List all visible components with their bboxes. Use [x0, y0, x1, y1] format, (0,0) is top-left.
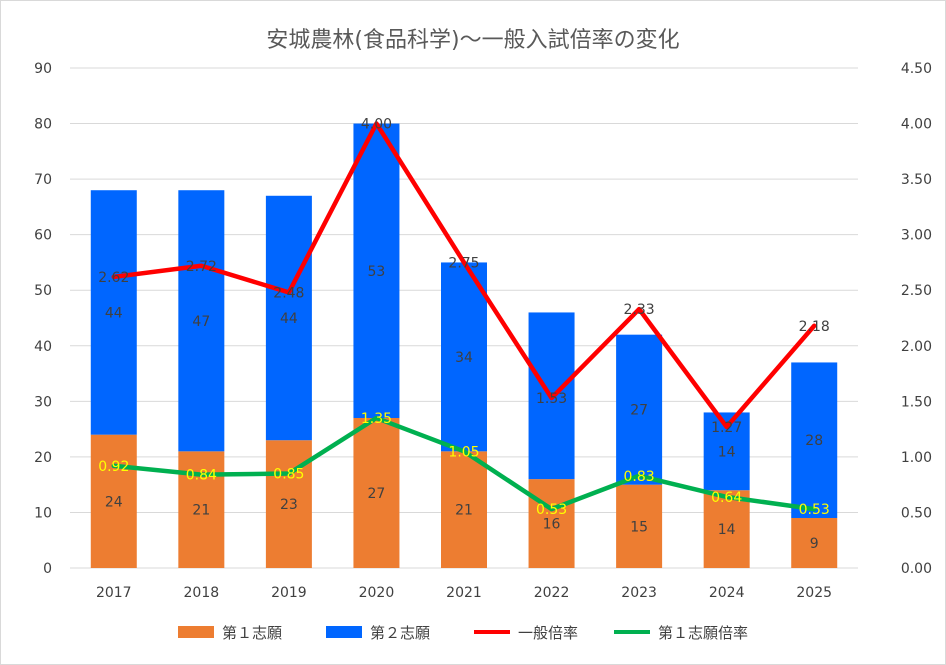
bar-label-second: 14: [718, 444, 736, 460]
x-tick-label: 2024: [709, 585, 745, 601]
x-tick-label: 2017: [96, 585, 132, 601]
x-tick-label: 2020: [359, 585, 395, 601]
y-tick-label: 30: [34, 394, 52, 410]
bar-label-second: 28: [805, 433, 823, 449]
bar-label-second: 27: [630, 403, 648, 419]
y-tick-label: 70: [34, 172, 52, 188]
y2-tick-label: 1.00: [901, 450, 932, 466]
legend-label-first-choice: 第１志願: [222, 624, 282, 642]
bar-label-second: 47: [192, 314, 210, 330]
line-label-general: 1.53: [536, 391, 567, 407]
y2-tick-label: 3.00: [901, 228, 932, 244]
x-tick-label: 2019: [271, 585, 307, 601]
bar-second-choice: [441, 262, 487, 452]
y-axis-right: 0.00 0.50 1.00 1.50 2.00 2.50 3.00 3.50 4.00 4.50: [901, 61, 932, 577]
bar-first-choice: [353, 418, 400, 568]
bar-label-second: 44: [280, 311, 298, 327]
bar-label-first: 21: [455, 503, 473, 519]
y-tick-label: 10: [34, 505, 52, 521]
bar-label-second: 34: [455, 350, 473, 366]
line-label-general: 2.18: [799, 319, 830, 335]
y-tick-label: 80: [34, 117, 52, 133]
bar-first-choice: [441, 451, 487, 568]
y-axis-left: 0 10 20 30 40 50 60 70 80 90: [34, 61, 52, 577]
bar-first-choice: [791, 518, 838, 568]
line-labels: 2.62 2.72 2.48 4.00 2.75 1.53 2.33 1.27 2.18 0.92…: [98, 117, 830, 519]
x-tick-label: 2022: [534, 585, 570, 601]
bar-label-first: 14: [718, 522, 736, 538]
line-label-first-ratio: 0.53: [536, 502, 567, 518]
y2-tick-label: 1.50: [901, 394, 932, 410]
line-label-first-ratio: 0.64: [711, 490, 742, 506]
line-label-general: 1.27: [711, 420, 742, 436]
bar-second-choice: [265, 195, 312, 441]
bar-second-choice: [353, 123, 400, 419]
legend-label-general-ratio: 一般倍率: [518, 624, 578, 642]
bar-label-first: 21: [192, 503, 210, 519]
bar-label-second: 44: [105, 305, 123, 321]
line-label-first-ratio: 0.53: [799, 502, 830, 518]
bar-first-choice: [90, 434, 137, 568]
legend-swatch-first-choice: [178, 626, 214, 638]
legend-label-first-choice-ratio: 第１志願倍率: [658, 624, 748, 642]
line-label-general: 2.48: [273, 285, 304, 301]
x-tick-label: 2025: [796, 585, 832, 601]
line-label-first-ratio: 0.85: [273, 467, 304, 483]
bar-first-choice: [178, 451, 225, 568]
line-label-general: 4.00: [361, 117, 392, 133]
line-label-general: 2.72: [186, 259, 217, 275]
bar-label-first: 23: [280, 497, 298, 513]
bar-second-choice: [791, 362, 838, 518]
line-label-first-ratio: 0.83: [624, 469, 655, 485]
x-tick-label: 2021: [446, 585, 482, 601]
lines: [111, 121, 817, 512]
bar-label-first: 9: [810, 536, 819, 552]
x-tick-label: 2023: [621, 585, 657, 601]
y2-tick-label: 3.50: [901, 172, 932, 188]
bar-first-choice: [616, 484, 663, 568]
bar-first-choice: [703, 490, 750, 568]
y-tick-label: 20: [34, 450, 52, 466]
line-first-choice-ratio: [111, 415, 817, 512]
bar-second-choice: [178, 190, 225, 452]
bars: [90, 123, 838, 568]
y2-tick-label: 2.50: [901, 283, 932, 299]
line-label-first-ratio: 0.84: [186, 468, 217, 484]
y2-tick-label: 0.50: [901, 505, 932, 521]
y2-tick-label: 4.50: [901, 61, 932, 77]
line-label-first-ratio: 1.05: [448, 444, 479, 460]
bar-first-choice: [528, 479, 575, 568]
legend-swatch-second-choice: [326, 626, 362, 638]
bar-labels: 24 44 21 47 23 44 27 53 21 34 16 15 27 14 14 9 28: [105, 264, 823, 552]
line-general-ratio: [111, 121, 817, 430]
line-label-general: 2.33: [624, 302, 655, 318]
y2-tick-label: 4.00: [901, 117, 932, 133]
bar-second-choice: [616, 334, 663, 485]
y2-tick-label: 2.00: [901, 339, 932, 355]
x-axis: 2017 2018 2019 2020 2021 2022 2023 2024 2025: [96, 585, 832, 601]
y-tick-label: 50: [34, 283, 52, 299]
chart-title: 安城農林(食品科学)～一般入試倍率の変化: [266, 28, 679, 53]
bar-label-first: 27: [368, 486, 386, 502]
bar-label-first: 15: [630, 519, 648, 535]
y-tick-label: 0: [43, 561, 52, 577]
line-label-general: 2.75: [448, 255, 479, 271]
line-label-first-ratio: 0.92: [98, 459, 129, 475]
bar-label-second: 53: [368, 264, 386, 280]
bar-label-first: 16: [543, 517, 561, 533]
x-tick-label: 2018: [184, 585, 220, 601]
y-tick-label: 40: [34, 339, 52, 355]
bar-second-choice: [90, 190, 137, 435]
y-tick-label: 60: [34, 228, 52, 244]
line-label-first-ratio: 1.35: [361, 411, 392, 427]
legend-label-second-choice: 第２志願: [370, 624, 430, 642]
legend: 第１志願 第２志願 一般倍率 第１志願倍率: [178, 624, 748, 642]
line-label-general: 2.62: [98, 270, 129, 286]
bar-label-first: 24: [105, 494, 123, 510]
y-tick-label: 90: [34, 61, 52, 77]
y2-tick-label: 0.00: [901, 561, 932, 577]
